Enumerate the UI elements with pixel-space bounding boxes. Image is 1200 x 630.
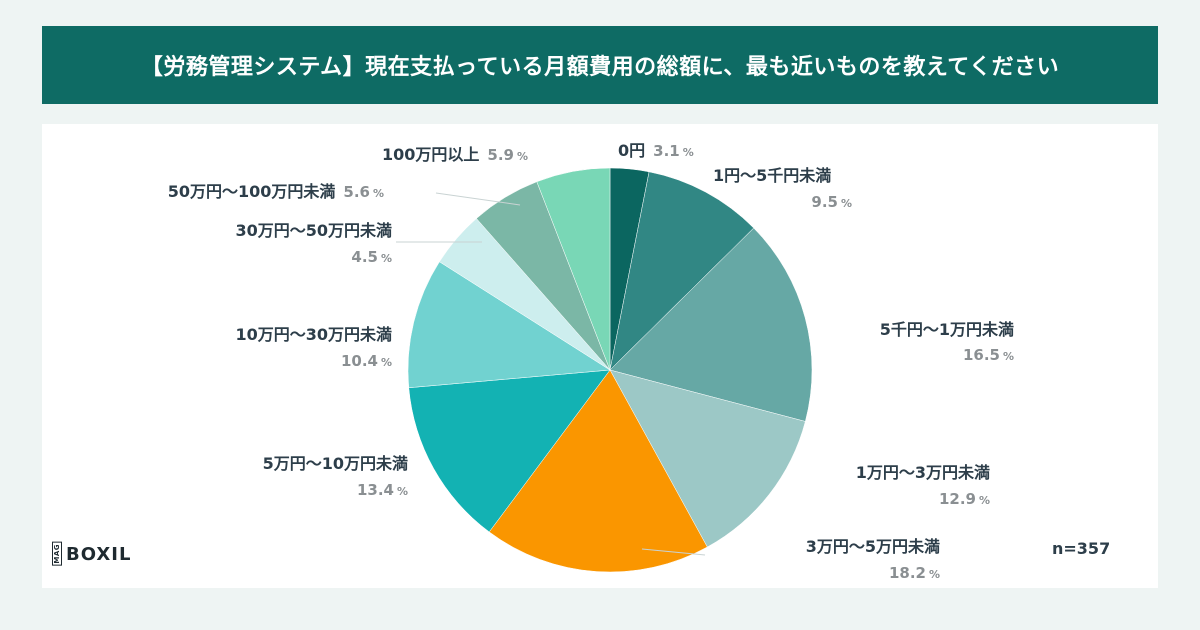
pie-slice [408, 369, 611, 533]
slice-labels: 0円 3.1 % 1円〜5千円未満 9.5 % 5千円〜1万円未満 16.5 % 1万円〜3万円未… [168, 141, 1014, 582]
slice-label: 1円〜5千円未満 [713, 166, 831, 185]
boxil-logo: MAG BOXIL [52, 542, 132, 566]
slice-label: 100万円以上 5.9% [382, 145, 528, 164]
leader-line [435, 192, 521, 206]
leader-lines [396, 192, 706, 556]
slice-value: 5.6 [343, 183, 370, 201]
sample-size: n=357 [1052, 539, 1111, 558]
pie-slice [609, 227, 813, 422]
pie-slice [609, 171, 755, 371]
slice-label: 5万円〜10万円未満 [263, 454, 408, 473]
leader-line [641, 548, 706, 556]
slice-label: 10万円〜30万円未満 [235, 325, 392, 344]
slice-label: 3万円〜5万円未満 [806, 537, 940, 556]
slice-value: 10.4% [341, 352, 392, 370]
slice-label: 50万円〜100万円未満 5.6% [168, 182, 384, 201]
slice-value: 12.9% [939, 490, 990, 508]
slice-value: 18.2% [889, 564, 940, 582]
slice-label: 0円 3.1% [618, 141, 694, 160]
slice-value: 4.5% [351, 248, 392, 266]
slice-value: 16.5% [963, 346, 1014, 364]
slice-value: 13.4% [357, 481, 408, 499]
logo-brand-text: BOXIL [66, 543, 132, 565]
slice-value: 3.1 [653, 142, 680, 160]
slice-label: 30万円〜50万円未満 [235, 221, 392, 240]
chart-title: 【労務管理システム】現在支払っている月額費用の総額に、最も近いものを教えてくださ… [42, 26, 1158, 104]
slice-value: 5.9 [487, 146, 514, 164]
logo-mag-mark: MAG [52, 542, 62, 566]
pie-slices [407, 167, 813, 573]
pie-slice [609, 369, 806, 548]
pie-slice [536, 167, 611, 371]
pie-slice [488, 369, 708, 573]
slice-label: 5千円〜1万円未満 [880, 320, 1014, 339]
pie-slice [407, 261, 611, 389]
slice-value: 9.5% [811, 193, 852, 211]
slice-label: 1万円〜3万円未満 [856, 463, 990, 482]
